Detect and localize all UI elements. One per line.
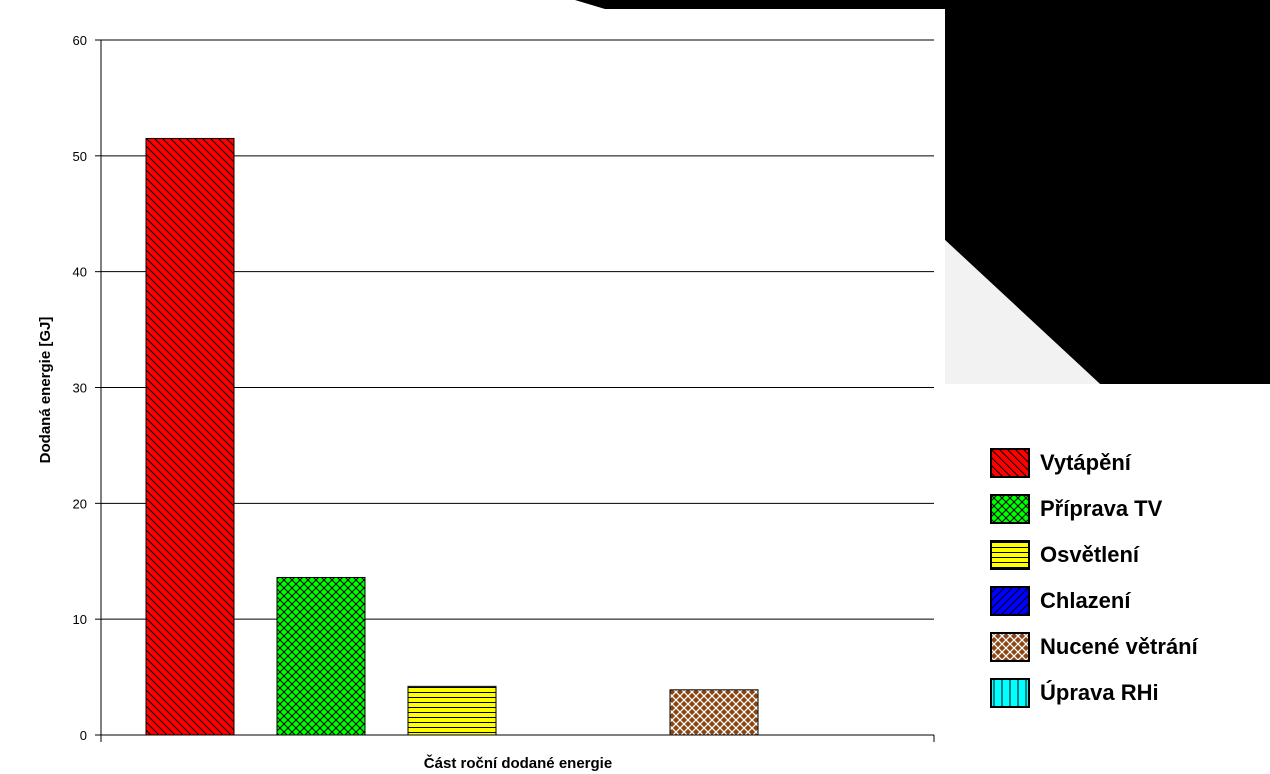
legend-item: Nucené větrání — [990, 630, 1198, 664]
legend-label: Vytápění — [1040, 450, 1131, 475]
legend-item: Chlazení — [990, 584, 1198, 618]
legend-swatch — [990, 494, 1030, 524]
legend-label: Chlazení — [1040, 588, 1131, 613]
legend: Vytápění Příprava TV Osvětlení Chlazení Nuce… — [990, 446, 1198, 722]
y-tick-label: 40 — [73, 265, 87, 280]
black-overlay-shape — [575, 0, 1270, 384]
y-tick-label: 30 — [73, 381, 87, 396]
legend-swatch — [990, 678, 1030, 708]
y-tick-label: 60 — [73, 33, 87, 48]
legend-item: Příprava TV — [990, 492, 1198, 526]
legend-swatch — [990, 448, 1030, 478]
y-tick-label: 20 — [73, 496, 87, 511]
y-tick-label: 50 — [73, 149, 87, 164]
y-tick-label: 10 — [73, 612, 87, 627]
legend-label: Příprava TV — [1040, 496, 1163, 521]
legend-swatch — [990, 632, 1030, 662]
legend-item: Úprava RHi — [990, 676, 1198, 710]
legend-label: Nucené větrání — [1040, 634, 1198, 659]
y-axis-label: Dodaná energie [GJ] — [37, 317, 54, 464]
bar-2 — [276, 576, 366, 736]
y-tick-label: 0 — [80, 728, 87, 743]
x-axis-label: Část roční dodané energie — [424, 754, 612, 772]
bar-3 — [407, 685, 497, 736]
plot-area: 0 10 20 30 40 50 60 — [73, 33, 935, 743]
legend-label: Úprava RHi — [1040, 680, 1159, 705]
legend-item: Vytápění — [990, 446, 1198, 480]
legend-swatch — [990, 540, 1030, 570]
overlay-bevel — [945, 240, 1100, 384]
legend-label: Osvětlení — [1040, 542, 1140, 567]
bar-1 — [145, 137, 235, 736]
bar-5 — [669, 689, 759, 736]
legend-swatch — [990, 586, 1030, 616]
legend-item: Osvětlení — [990, 538, 1198, 572]
